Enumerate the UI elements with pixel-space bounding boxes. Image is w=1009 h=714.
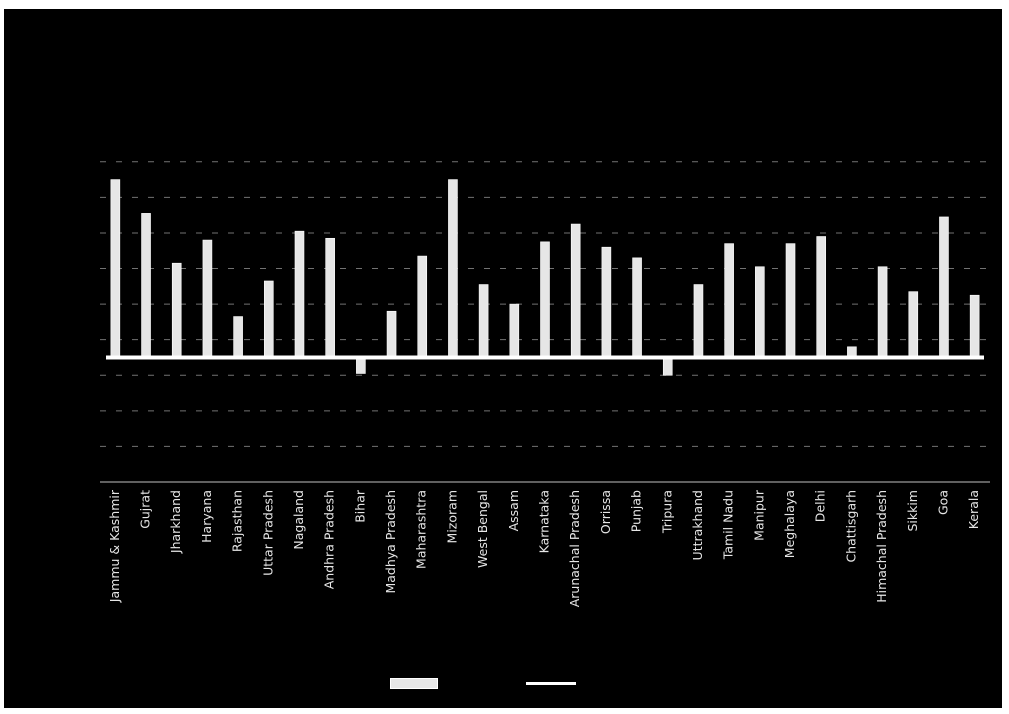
bar-andhra-pradesh xyxy=(325,237,335,358)
x-tick-label: Bihar xyxy=(352,489,367,523)
x-tick-label: Sikkim xyxy=(905,490,920,532)
bar-jammu-kashmir xyxy=(110,179,121,358)
bar-west-bengal xyxy=(478,284,489,358)
bar-assam xyxy=(509,303,520,358)
x-tick-label: Arunachal Pradesh xyxy=(567,490,582,607)
x-tick-label: Himachal Pradesh xyxy=(874,490,889,603)
bar-tripura xyxy=(662,357,673,376)
bar-rajasthan xyxy=(233,316,243,358)
bar-haryana xyxy=(202,239,213,358)
x-tick-label: Kerala xyxy=(966,490,981,529)
x-tick-label: Rajasthan xyxy=(230,490,245,552)
bar-nagaland xyxy=(294,230,305,358)
x-tick-label: Andhra Pradesh xyxy=(322,490,337,589)
x-tick-label: Jammu & Kashmir xyxy=(107,489,122,603)
x-tick-label: Uttar Pradesh xyxy=(260,490,275,576)
x-tick-label: Nagaland xyxy=(291,490,306,550)
gridlines xyxy=(100,161,990,483)
x-tick-label: Jharkhand xyxy=(168,490,183,554)
bar-punjab xyxy=(632,257,642,358)
bar-madhya-pradesh xyxy=(386,310,397,358)
bar-delhi xyxy=(816,236,827,358)
bar-kerala xyxy=(969,294,980,358)
bar-himachal-pradesh xyxy=(877,266,888,358)
bars xyxy=(110,179,980,376)
bar-orrissa xyxy=(601,246,612,358)
bar-uttar-pradesh xyxy=(263,280,274,358)
x-tick-label: Orrissa xyxy=(598,490,613,534)
legend-swatch-line-series xyxy=(526,682,576,685)
x-tick-label: Punjab xyxy=(629,490,644,532)
x-tick-label: Gujrat xyxy=(138,490,153,529)
bar-goa xyxy=(939,216,949,358)
legend-swatch-bar-series xyxy=(390,678,438,689)
x-tick-label: Maharashtra xyxy=(414,490,429,569)
x-tick-label: Delhi xyxy=(813,490,828,522)
bar-jharkhand xyxy=(171,262,182,358)
x-tick-label: Goa xyxy=(935,490,950,515)
x-tick-label: Assam xyxy=(506,490,521,531)
x-tick-label: Chattisgarh xyxy=(843,490,858,563)
x-tick-label: Tamil Nadu xyxy=(721,490,736,560)
bar-bihar xyxy=(356,357,366,374)
x-tick-label: Haryana xyxy=(199,490,214,543)
x-tick-label: Meghalaya xyxy=(782,490,797,558)
bar-sikkim xyxy=(908,291,919,358)
bar-tamil-nadu xyxy=(724,243,734,358)
x-tick-label: Karnataka xyxy=(537,490,552,553)
x-tick-label: Uttrakhand xyxy=(690,490,705,560)
bar-manipur xyxy=(755,266,765,358)
bar-maharashtra xyxy=(417,255,428,358)
x-tick-label: Manipur xyxy=(751,489,766,541)
x-tick-label: Madhya Pradesh xyxy=(383,490,398,594)
x-tick-label: West Bengal xyxy=(475,490,490,568)
x-tick-label: Tripura xyxy=(659,490,674,534)
bar-arunachal-pradesh xyxy=(570,223,581,358)
bar-mizoram xyxy=(448,179,458,358)
chart-frame: Jammu & Kashmir Gujrat Jharkhand Haryana Raj… xyxy=(4,9,1002,708)
bar-gujrat xyxy=(141,213,151,358)
x-tick-label: Mizoram xyxy=(444,490,459,543)
bar-meghalaya xyxy=(785,243,796,358)
bar-karnataka xyxy=(540,241,550,358)
category-labels: Jammu & Kashmir Gujrat Jharkhand Haryana Raj… xyxy=(107,489,981,607)
bar-uttrakhand xyxy=(693,284,704,358)
chart-plot: Jammu & Kashmir Gujrat Jharkhand Haryana Raj… xyxy=(100,161,990,607)
